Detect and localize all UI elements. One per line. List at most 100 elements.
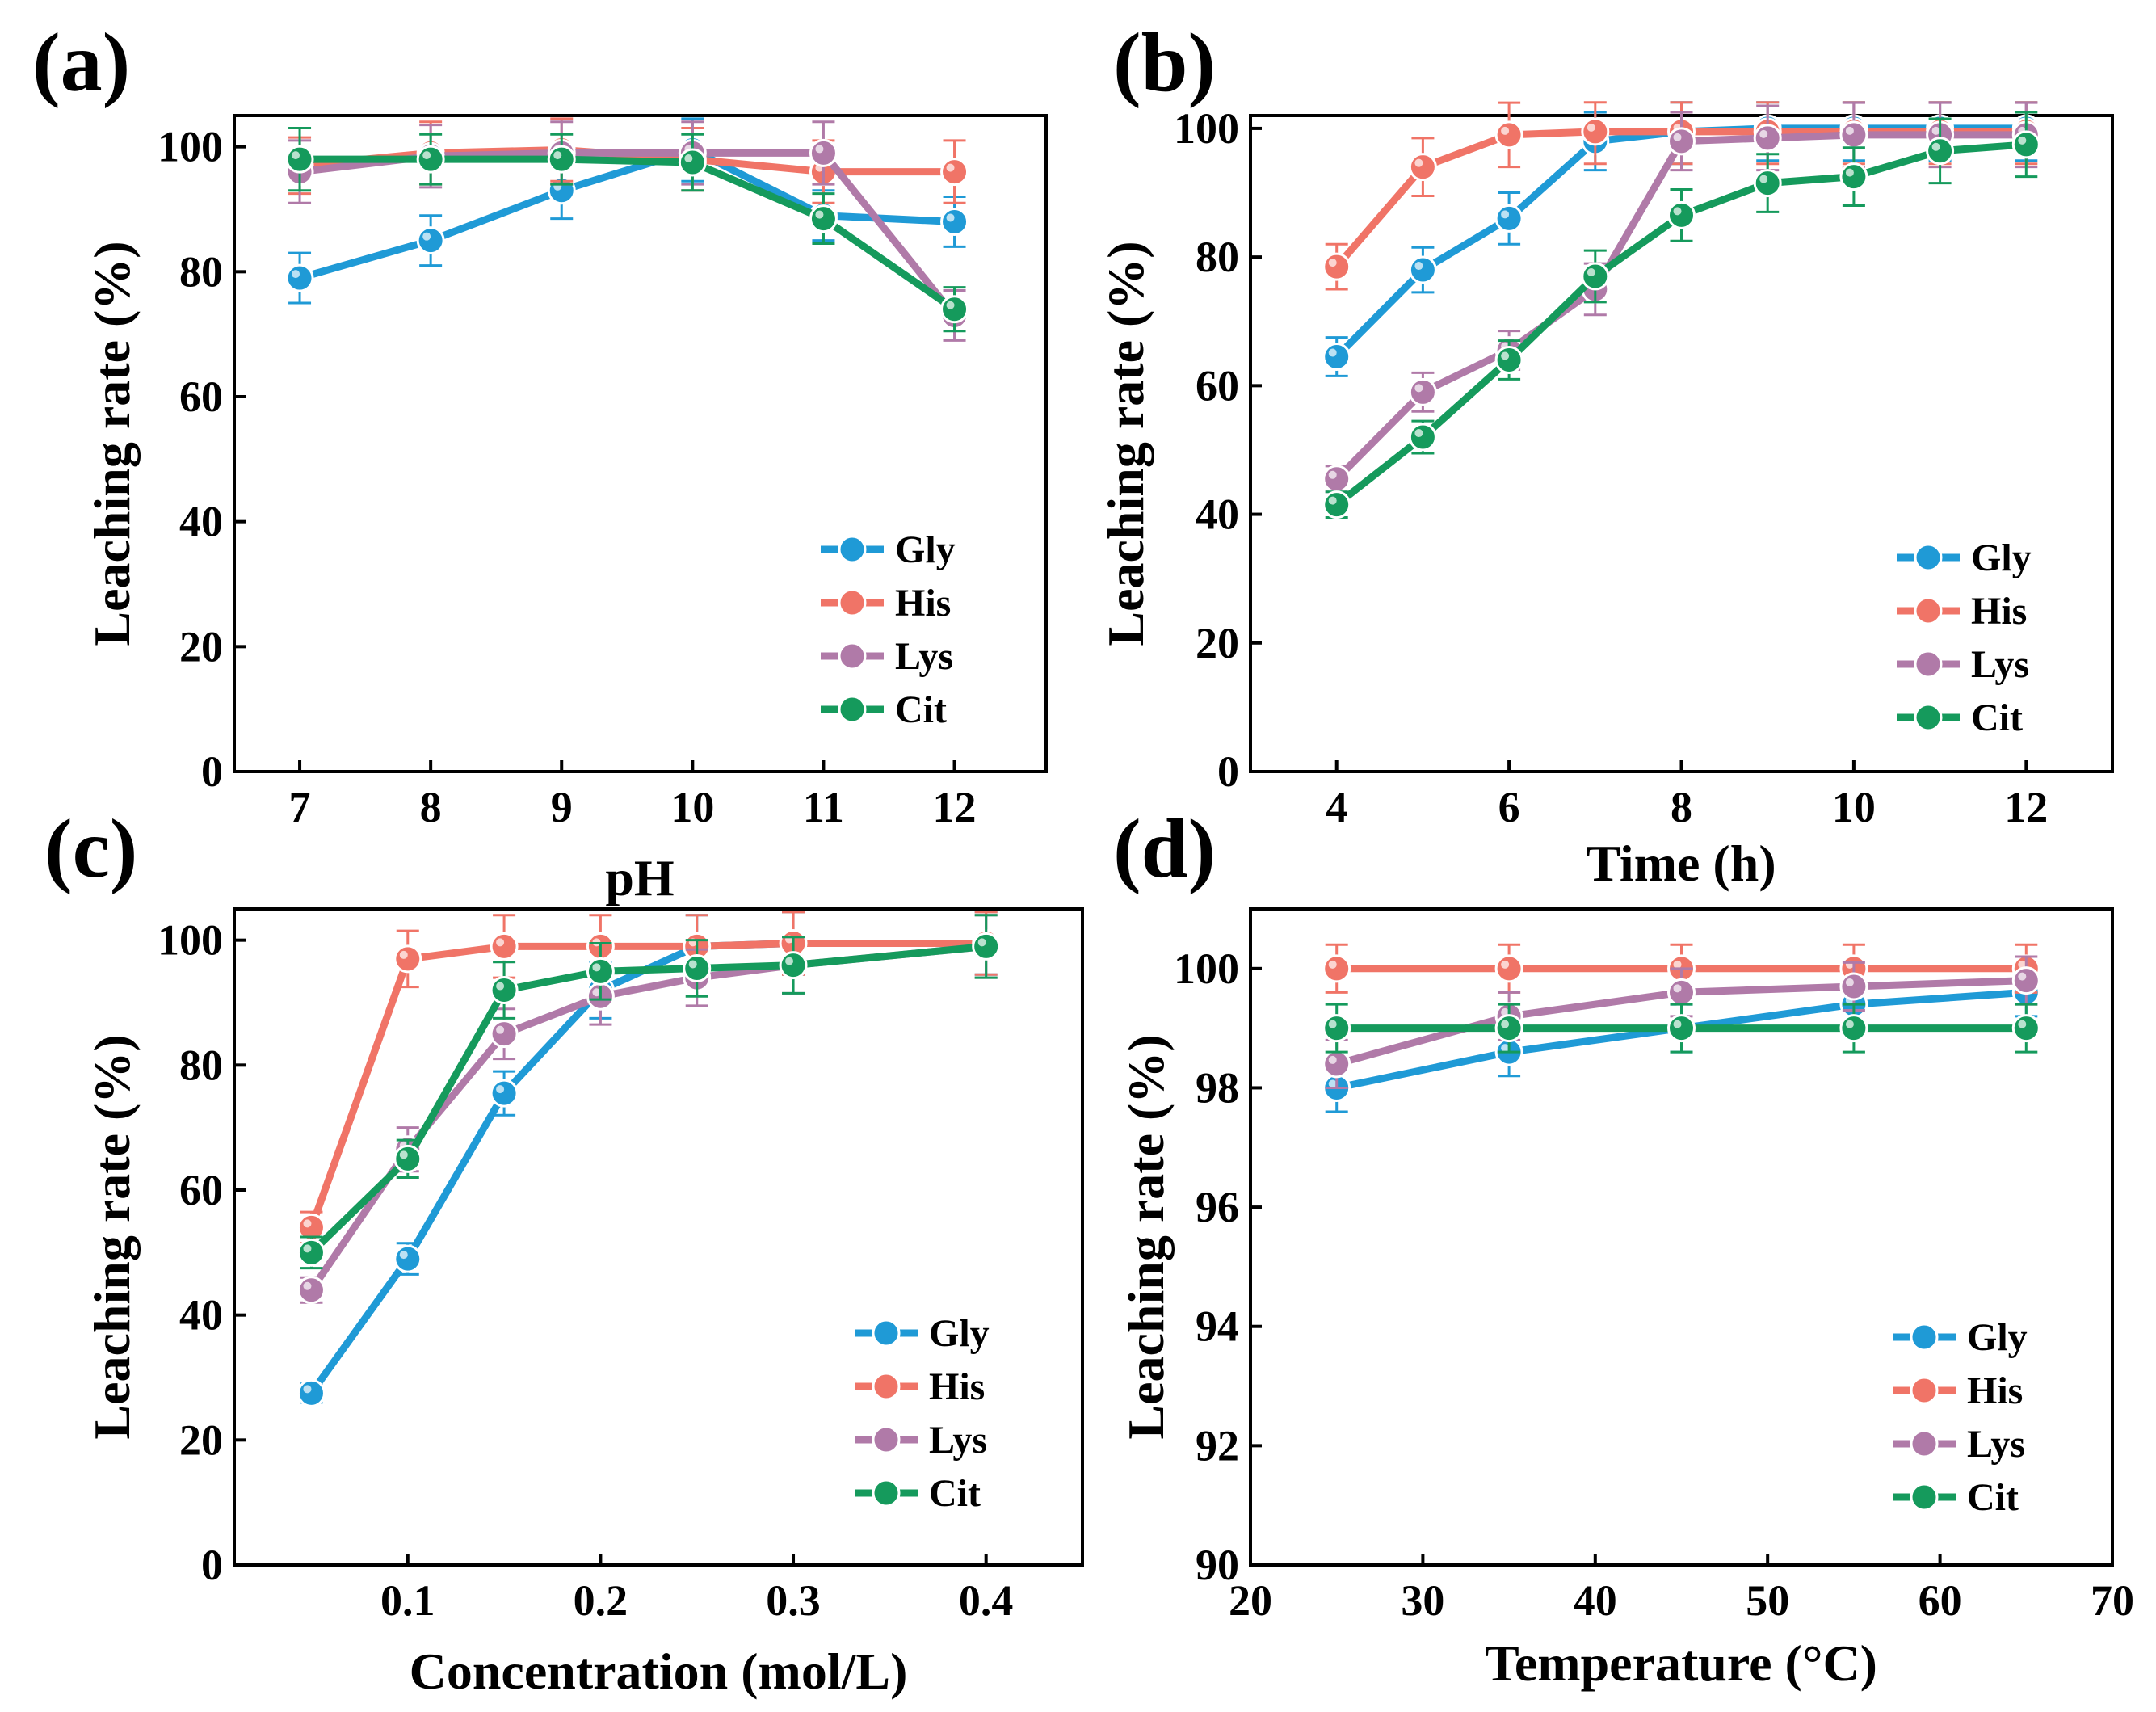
- x-tick-label: 8: [420, 783, 442, 831]
- data-point-highlight: [1414, 262, 1423, 271]
- legend-marker: [1910, 1376, 1939, 1405]
- legend-marker: [838, 641, 867, 671]
- data-point-highlight: [1759, 175, 1768, 183]
- y-tick-label: 20: [179, 622, 223, 671]
- series-line: [299, 149, 958, 318]
- data-point: [1322, 954, 1351, 983]
- data-point-highlight: [1501, 210, 1510, 219]
- data-point: [1322, 1049, 1351, 1079]
- data-point-highlight: [1673, 207, 1682, 216]
- y-tick-label: 60: [179, 1166, 223, 1214]
- data-point-highlight: [1414, 429, 1423, 438]
- data-point: [393, 1144, 422, 1173]
- data-point: [1408, 255, 1437, 284]
- data-point-highlight: [1845, 978, 1854, 986]
- legend-label: His: [929, 1365, 985, 1408]
- x-tick-label: 0.1: [380, 1576, 435, 1625]
- data-point-highlight: [592, 963, 601, 972]
- data-point-highlight: [815, 210, 824, 219]
- legend-label: Lys: [1971, 643, 2029, 686]
- data-point: [416, 145, 445, 174]
- legend: Gly His Lys Cit: [855, 1312, 990, 1515]
- data-point-highlight: [1328, 496, 1337, 505]
- series-cit: [1322, 111, 2040, 519]
- data-point: [678, 148, 707, 177]
- data-point: [1667, 127, 1696, 156]
- series-his: [296, 911, 1001, 1245]
- x-tick-label: 12: [933, 783, 977, 831]
- y-tick-label: 60: [1196, 361, 1239, 410]
- data-point: [586, 957, 615, 986]
- data-point: [296, 1378, 326, 1407]
- data-point-highlight: [399, 950, 408, 959]
- x-tick-label: 10: [670, 783, 714, 831]
- data-point: [972, 932, 1001, 961]
- data-point-highlight: [1931, 126, 1940, 135]
- data-point-highlight: [1501, 960, 1510, 969]
- data-point-highlight: [1414, 384, 1423, 393]
- legend-marker: [1914, 650, 1943, 679]
- x-tick-label: 6: [1498, 783, 1520, 831]
- data-point: [1667, 200, 1696, 229]
- legend-label: Gly: [1971, 536, 2032, 579]
- legend-label: Cit: [895, 688, 947, 731]
- data-point-highlight: [1673, 960, 1682, 969]
- data-point: [1753, 124, 1782, 153]
- data-point-highlight: [303, 1385, 312, 1394]
- data-point: [1839, 1014, 1868, 1043]
- data-point-highlight: [2018, 1020, 2027, 1028]
- data-point: [285, 263, 314, 292]
- y-tick-label: 80: [179, 247, 223, 296]
- y-tick-label: 40: [179, 498, 223, 546]
- panel-label: (d): [1113, 802, 1216, 895]
- plot-frame: [233, 907, 1084, 1567]
- data-point: [1667, 1014, 1696, 1043]
- legend-marker: [1910, 1483, 1939, 1512]
- data-point: [1322, 465, 1351, 494]
- data-point-highlight: [422, 232, 431, 241]
- panel-a: (a) 7 8 9 10 11 12 0 20 40 60 80 100 pH Leaching rate …: [32, 16, 1048, 906]
- legend-marker: [1910, 1429, 1939, 1458]
- legend-marker: [838, 588, 867, 617]
- panel-label: (c): [44, 802, 137, 895]
- x-tick-label: 8: [1671, 783, 1692, 831]
- legend-marker: [838, 535, 867, 564]
- data-point-highlight: [1501, 351, 1510, 360]
- x-tick-label: 7: [289, 783, 311, 831]
- data-point-highlight: [1328, 470, 1337, 479]
- series-cit: [285, 126, 969, 333]
- data-point: [490, 976, 519, 1005]
- y-axis-label: Leaching rate (%): [83, 241, 141, 646]
- panel-b: (b) 4 6 8 10 12 0 20 40 60 80 100 Time (h) Leaching r…: [1097, 16, 2114, 892]
- data-point: [2011, 1014, 2040, 1043]
- data-point: [2011, 966, 2040, 995]
- data-point-highlight: [1673, 133, 1682, 141]
- x-axis-label: pH: [605, 849, 674, 906]
- data-point: [547, 145, 576, 174]
- data-point: [779, 951, 808, 980]
- panel-d: (d) 20 30 40 50 60 70 90 92 94 96 98 100 Temperature …: [1113, 802, 2134, 1692]
- y-tick-label: 94: [1196, 1302, 1239, 1351]
- x-tick-label: 40: [1574, 1576, 1617, 1625]
- data-point: [1408, 423, 1437, 452]
- data-point: [490, 932, 519, 961]
- data-point-highlight: [2018, 136, 2027, 145]
- data-point: [1494, 204, 1523, 233]
- data-point-highlight: [1328, 1055, 1337, 1064]
- panel-label: (b): [1113, 16, 1216, 109]
- data-point-highlight: [1845, 168, 1854, 177]
- data-point-highlight: [399, 1251, 408, 1260]
- legend-label: Cit: [1971, 696, 2023, 739]
- x-tick-label: 60: [1919, 1576, 1962, 1625]
- data-point: [1494, 1014, 1523, 1043]
- data-point-highlight: [496, 1025, 505, 1034]
- series-line: [1334, 131, 2027, 482]
- data-point-highlight: [1673, 984, 1682, 993]
- data-point: [296, 1238, 326, 1267]
- x-tick-label: 0.4: [959, 1576, 1014, 1625]
- data-point-highlight: [1328, 348, 1337, 357]
- data-point-highlight: [553, 151, 562, 160]
- series-line: [308, 942, 987, 1293]
- series-gly: [285, 117, 969, 305]
